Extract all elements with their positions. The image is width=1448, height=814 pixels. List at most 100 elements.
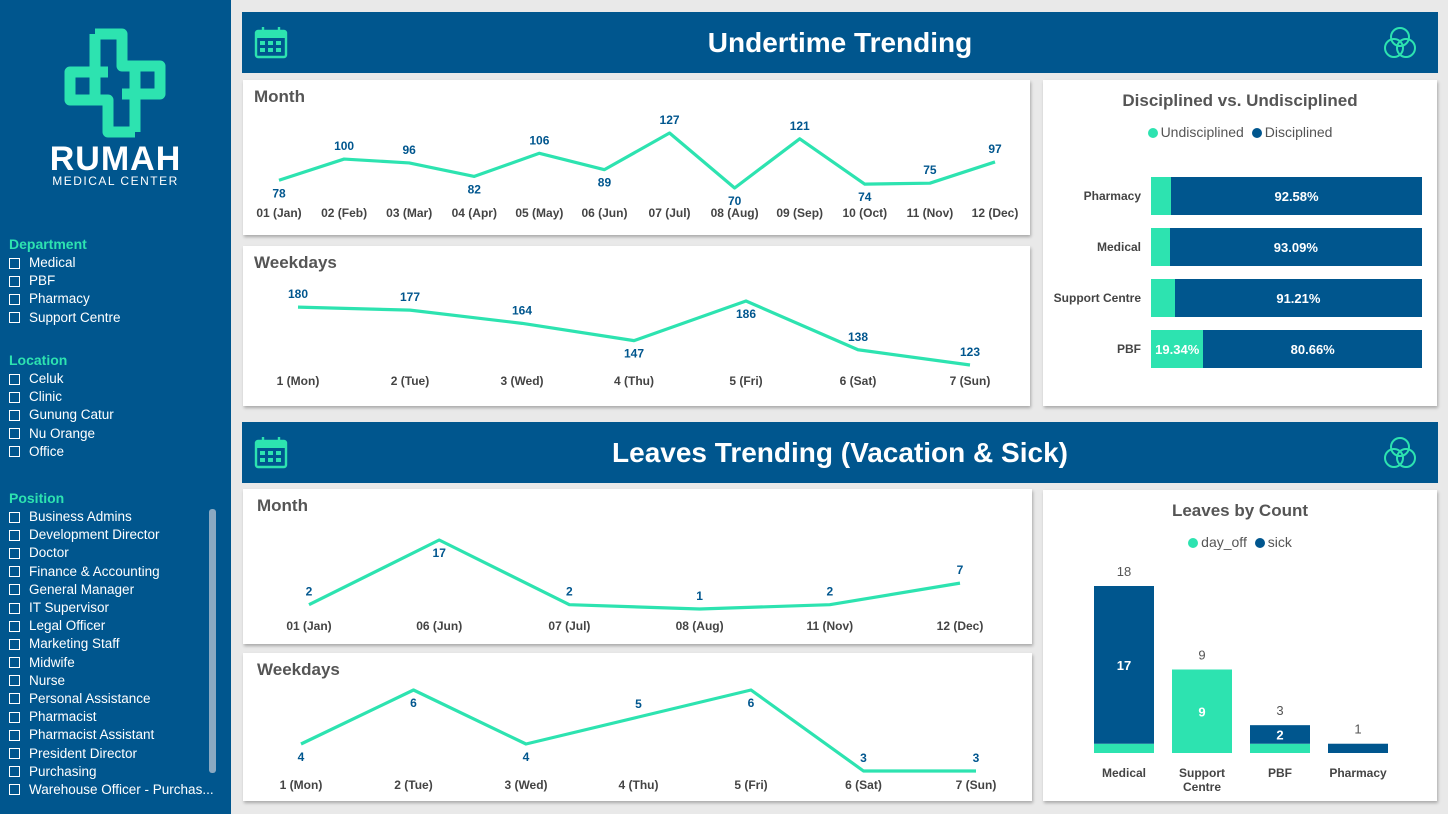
sick-bar xyxy=(1094,586,1154,744)
dayoff-value-label: 9 xyxy=(1198,704,1205,719)
checkbox-icon[interactable] xyxy=(9,428,20,440)
x-tick-label: 11 (Nov) xyxy=(907,206,954,220)
checkbox-icon[interactable] xyxy=(9,293,20,305)
x-tick-label: 1 (Mon) xyxy=(277,374,320,388)
position-option-label: IT Supervisor xyxy=(29,600,110,616)
stacked-bar: 92.58% xyxy=(1151,177,1422,215)
data-label: 78 xyxy=(272,186,286,200)
position-option[interactable]: Pharmacist xyxy=(9,708,214,726)
leaves-banner: Leaves Trending (Vacation & Sick) xyxy=(242,422,1438,483)
department-option-label: Support Centre xyxy=(29,309,121,325)
checkbox-icon[interactable] xyxy=(9,657,20,669)
location-option-label: Gunung Catur xyxy=(29,407,114,423)
location-option[interactable]: Nu Orange xyxy=(9,425,114,443)
position-option[interactable]: Purchasing xyxy=(9,763,214,781)
checkbox-icon[interactable] xyxy=(9,257,20,269)
position-option[interactable]: Midwife xyxy=(9,654,214,672)
position-option[interactable]: President Director xyxy=(9,744,214,762)
department-option[interactable]: Pharmacy xyxy=(9,290,121,308)
department-option[interactable]: PBF xyxy=(9,272,121,290)
undisciplined-legend-dot xyxy=(1147,128,1158,138)
checkbox-icon[interactable] xyxy=(9,711,20,723)
data-label: 2 xyxy=(306,585,313,599)
position-option[interactable]: Finance & Accounting xyxy=(9,563,214,581)
checkbox-icon[interactable] xyxy=(9,784,20,796)
dayoff-bar xyxy=(1094,743,1154,753)
data-label: 1 xyxy=(696,589,703,603)
position-option-label: Business Admins xyxy=(29,509,132,525)
department-option[interactable]: Medical xyxy=(9,254,121,272)
checkbox-icon[interactable] xyxy=(9,446,20,458)
checkbox-icon[interactable] xyxy=(9,602,20,614)
checkbox-icon[interactable] xyxy=(9,693,20,705)
position-option[interactable]: Marketing Staff xyxy=(9,635,214,653)
disciplined-legend-dot xyxy=(1251,128,1262,138)
category-label: Support Centre xyxy=(1053,291,1141,305)
checkbox-icon[interactable] xyxy=(9,547,20,559)
position-option[interactable]: Legal Officer xyxy=(9,617,214,635)
undertime-month-panel: Month 78 100 96 82 106 89 127 70 121 74 75 97 01 (Ja… xyxy=(243,80,1030,235)
position-option[interactable]: Development Director xyxy=(9,526,214,544)
checkbox-icon[interactable] xyxy=(9,373,20,385)
checkbox-icon[interactable] xyxy=(9,511,20,523)
position-filter: Position Business Admins Development Dire… xyxy=(9,490,214,799)
x-tick-label: 06 (Jun) xyxy=(416,619,462,633)
x-tick-label: 08 (Aug) xyxy=(676,619,724,633)
disciplined-title: Disciplined vs. Undisciplined xyxy=(1122,91,1358,110)
position-option[interactable]: Pharmacist Assistant xyxy=(9,726,214,744)
position-option-label: President Director xyxy=(29,745,138,761)
checkbox-icon[interactable] xyxy=(9,391,20,403)
checkbox-icon[interactable] xyxy=(9,638,20,650)
position-option[interactable]: IT Supervisor xyxy=(9,599,214,617)
dayoff-legend-label: day_off xyxy=(1201,534,1247,550)
x-tick-label: 03 (Mar) xyxy=(386,206,432,220)
x-tick-label: Medical xyxy=(1102,766,1146,780)
position-option[interactable]: Doctor xyxy=(9,544,214,562)
checkbox-icon[interactable] xyxy=(9,584,20,596)
department-option[interactable]: Support Centre xyxy=(9,309,121,327)
location-option[interactable]: Celuk xyxy=(9,370,114,388)
x-tick-label: 05 (May) xyxy=(515,206,563,220)
data-label: 138 xyxy=(848,330,868,344)
x-tick-label: 04 (Apr) xyxy=(452,206,497,220)
sick-bar xyxy=(1250,725,1310,744)
position-scrollbar[interactable] xyxy=(209,509,216,773)
location-option[interactable]: Office xyxy=(9,443,114,461)
sick-bar xyxy=(1328,743,1388,753)
position-option[interactable]: Personal Assistance xyxy=(9,690,214,708)
data-label: 177 xyxy=(400,290,420,304)
position-option[interactable]: Warehouse Officer - Purchas... xyxy=(9,781,214,799)
position-option[interactable]: Business Admins xyxy=(9,508,214,526)
x-tick-label: 06 (Jun) xyxy=(581,206,627,220)
undertime-weekdays-chart: 180 177 164 147 186 138 123 1 (Mon) 2 (Tue) 3 (We… xyxy=(277,287,991,388)
checkbox-icon[interactable] xyxy=(9,529,20,541)
x-tick-label: 7 (Sun) xyxy=(950,374,991,388)
checkbox-icon[interactable] xyxy=(9,620,20,632)
checkbox-icon[interactable] xyxy=(9,766,20,778)
position-option[interactable]: Nurse xyxy=(9,672,214,690)
checkbox-icon[interactable] xyxy=(9,312,20,324)
checkbox-icon[interactable] xyxy=(9,409,20,421)
checkbox-icon[interactable] xyxy=(9,675,20,687)
undertime-banner: Undertime Trending xyxy=(242,12,1438,73)
leaves-weekdays-chart: 4 6 4 5 6 3 3 1 (Mon) 2 (Tue) 3 (Wed) 4 (Thu) 5 (Fr… xyxy=(280,688,996,792)
data-label: 75 xyxy=(923,163,937,177)
checkbox-icon[interactable] xyxy=(9,748,20,760)
checkbox-icon[interactable] xyxy=(9,566,20,578)
position-option-label: Nurse xyxy=(29,672,66,688)
undisciplined-legend-label: Undisciplined xyxy=(1160,124,1244,140)
x-tick-label: 11 (Nov) xyxy=(806,619,853,633)
x-tick-label: Support xyxy=(1179,766,1225,780)
calendar-icon xyxy=(254,437,288,469)
location-option[interactable]: Gunung Catur xyxy=(9,406,114,424)
checkbox-icon[interactable] xyxy=(9,275,20,287)
position-option[interactable]: General Manager xyxy=(9,581,214,599)
location-option[interactable]: Clinic xyxy=(9,388,114,406)
x-tick-label: 1 (Mon) xyxy=(280,778,323,792)
undertime-month-title: Month xyxy=(254,87,305,106)
undisciplined-segment xyxy=(1151,228,1170,266)
undisciplined-segment xyxy=(1151,177,1172,215)
checkbox-icon[interactable] xyxy=(9,729,20,741)
position-option-label: Personal Assistance xyxy=(29,690,151,706)
